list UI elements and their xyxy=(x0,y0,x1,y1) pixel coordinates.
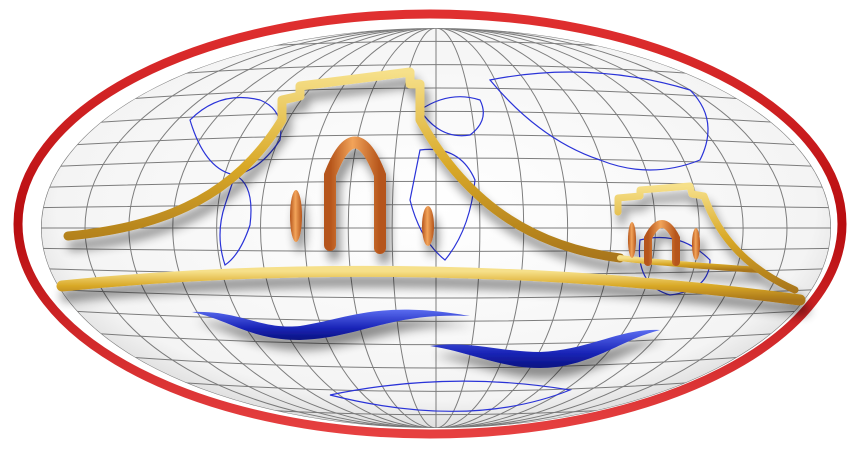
continent xyxy=(488,71,709,171)
grid-line xyxy=(41,157,831,168)
small-arch xyxy=(644,220,680,266)
grid-line xyxy=(41,308,831,322)
grid-line xyxy=(41,180,831,188)
bridge-cable xyxy=(63,67,625,263)
wave xyxy=(430,329,660,368)
continent xyxy=(329,380,573,412)
small-pillar xyxy=(628,222,636,258)
grid-line xyxy=(41,134,831,148)
bridge-deck xyxy=(56,265,806,306)
continent xyxy=(189,96,282,176)
right-tower xyxy=(614,182,799,294)
grid-line xyxy=(41,349,831,369)
grid-line xyxy=(41,329,831,346)
bridge xyxy=(56,67,806,368)
grid xyxy=(41,28,831,428)
continent xyxy=(419,96,484,137)
continent xyxy=(409,148,476,261)
continents xyxy=(189,71,711,412)
continent xyxy=(219,174,252,266)
ring xyxy=(13,9,847,439)
pillar xyxy=(422,206,434,246)
grid-line xyxy=(41,110,831,127)
grid-line xyxy=(41,204,831,209)
grid-line xyxy=(41,87,831,107)
wave xyxy=(192,309,470,340)
pillar xyxy=(290,190,302,242)
arch xyxy=(324,136,386,254)
small-pillar xyxy=(692,228,700,260)
